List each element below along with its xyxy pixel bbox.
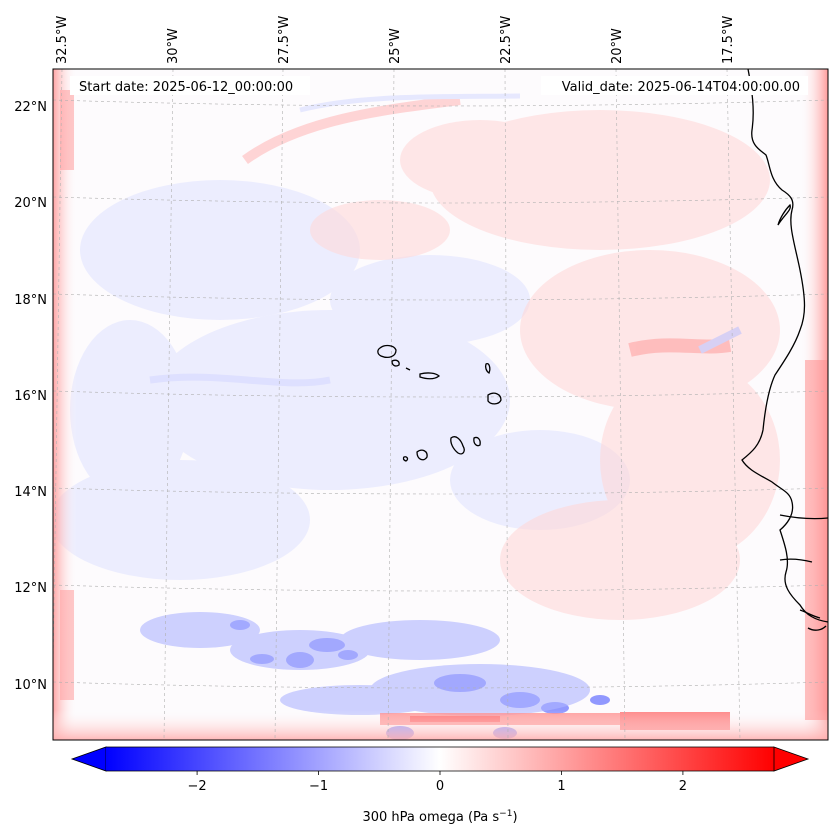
map-panel: Start date: 2025-06-12_00:00:00 Valid_da…: [52, 68, 829, 741]
valid-date-label: Valid_date: 2025-06-14T04:00:00.00: [562, 80, 800, 95]
lat-label: 18°N: [14, 293, 47, 308]
sao-nicolau-island: [419, 372, 440, 380]
lon-label: 25°W: [388, 28, 403, 64]
lat-label: 14°N: [14, 485, 47, 500]
start-date-box: [70, 76, 310, 95]
omega-field: [53, 69, 828, 740]
colorbar-extend-high: [773, 746, 810, 772]
start-date-label: Start date: 2025-06-12_00:00:00: [79, 80, 293, 95]
lon-label: 27.5°W: [277, 16, 292, 64]
gridlines: [53, 69, 828, 740]
map-frame: [52, 68, 829, 741]
colorbar-label-exp: −1: [499, 809, 512, 819]
lon-labels: 32.5°W 30°W 27.5°W 25°W 22.5°W 20°W 17.5…: [55, 16, 736, 64]
lat-label: 22°N: [14, 100, 47, 115]
boa-vista-island: [487, 392, 502, 405]
west-africa-coast: [741, 69, 828, 623]
colorbar-extend-low: [70, 746, 107, 772]
colorbar-tick-label: 1: [557, 779, 565, 794]
brava-island: [402, 456, 409, 462]
colorbar-body: [106, 747, 774, 771]
colorbar-tick-label: 0: [436, 779, 444, 794]
colorbar: −2 −1 0 1 2 300 hPa omega (Pa s−1): [70, 746, 810, 825]
lon-label: 30°W: [166, 28, 181, 64]
santiago-island: [450, 436, 465, 455]
colorbar-ticks: −2 −1 0 1 2: [188, 771, 687, 794]
colorbar-tick-label: −1: [309, 779, 328, 794]
sao-vicente-island: [391, 359, 400, 367]
maio-island: [473, 436, 481, 447]
colorbar-label: 300 hPa omega (Pa s−1): [362, 809, 517, 825]
sal-island: [484, 362, 491, 374]
colorbar-tick-label: −2: [188, 779, 207, 794]
lon-label: 22.5°W: [499, 16, 514, 64]
lat-label: 16°N: [14, 389, 47, 404]
lon-label: 20°W: [610, 28, 625, 64]
lat-label: 20°N: [14, 196, 47, 211]
lon-label: 17.5°W: [721, 16, 736, 64]
lat-label: 10°N: [14, 678, 47, 693]
lat-labels: 22°N 20°N 18°N 16°N 14°N 12°N 10°N: [14, 100, 47, 693]
lon-label: 32.5°W: [55, 16, 70, 64]
coastline: [377, 69, 828, 631]
fogo-island: [416, 449, 428, 461]
colorbar-tick-label: 2: [679, 779, 687, 794]
valid-date-box: [541, 76, 808, 95]
lat-label: 12°N: [14, 581, 47, 596]
santo-antao-island: [377, 344, 397, 358]
